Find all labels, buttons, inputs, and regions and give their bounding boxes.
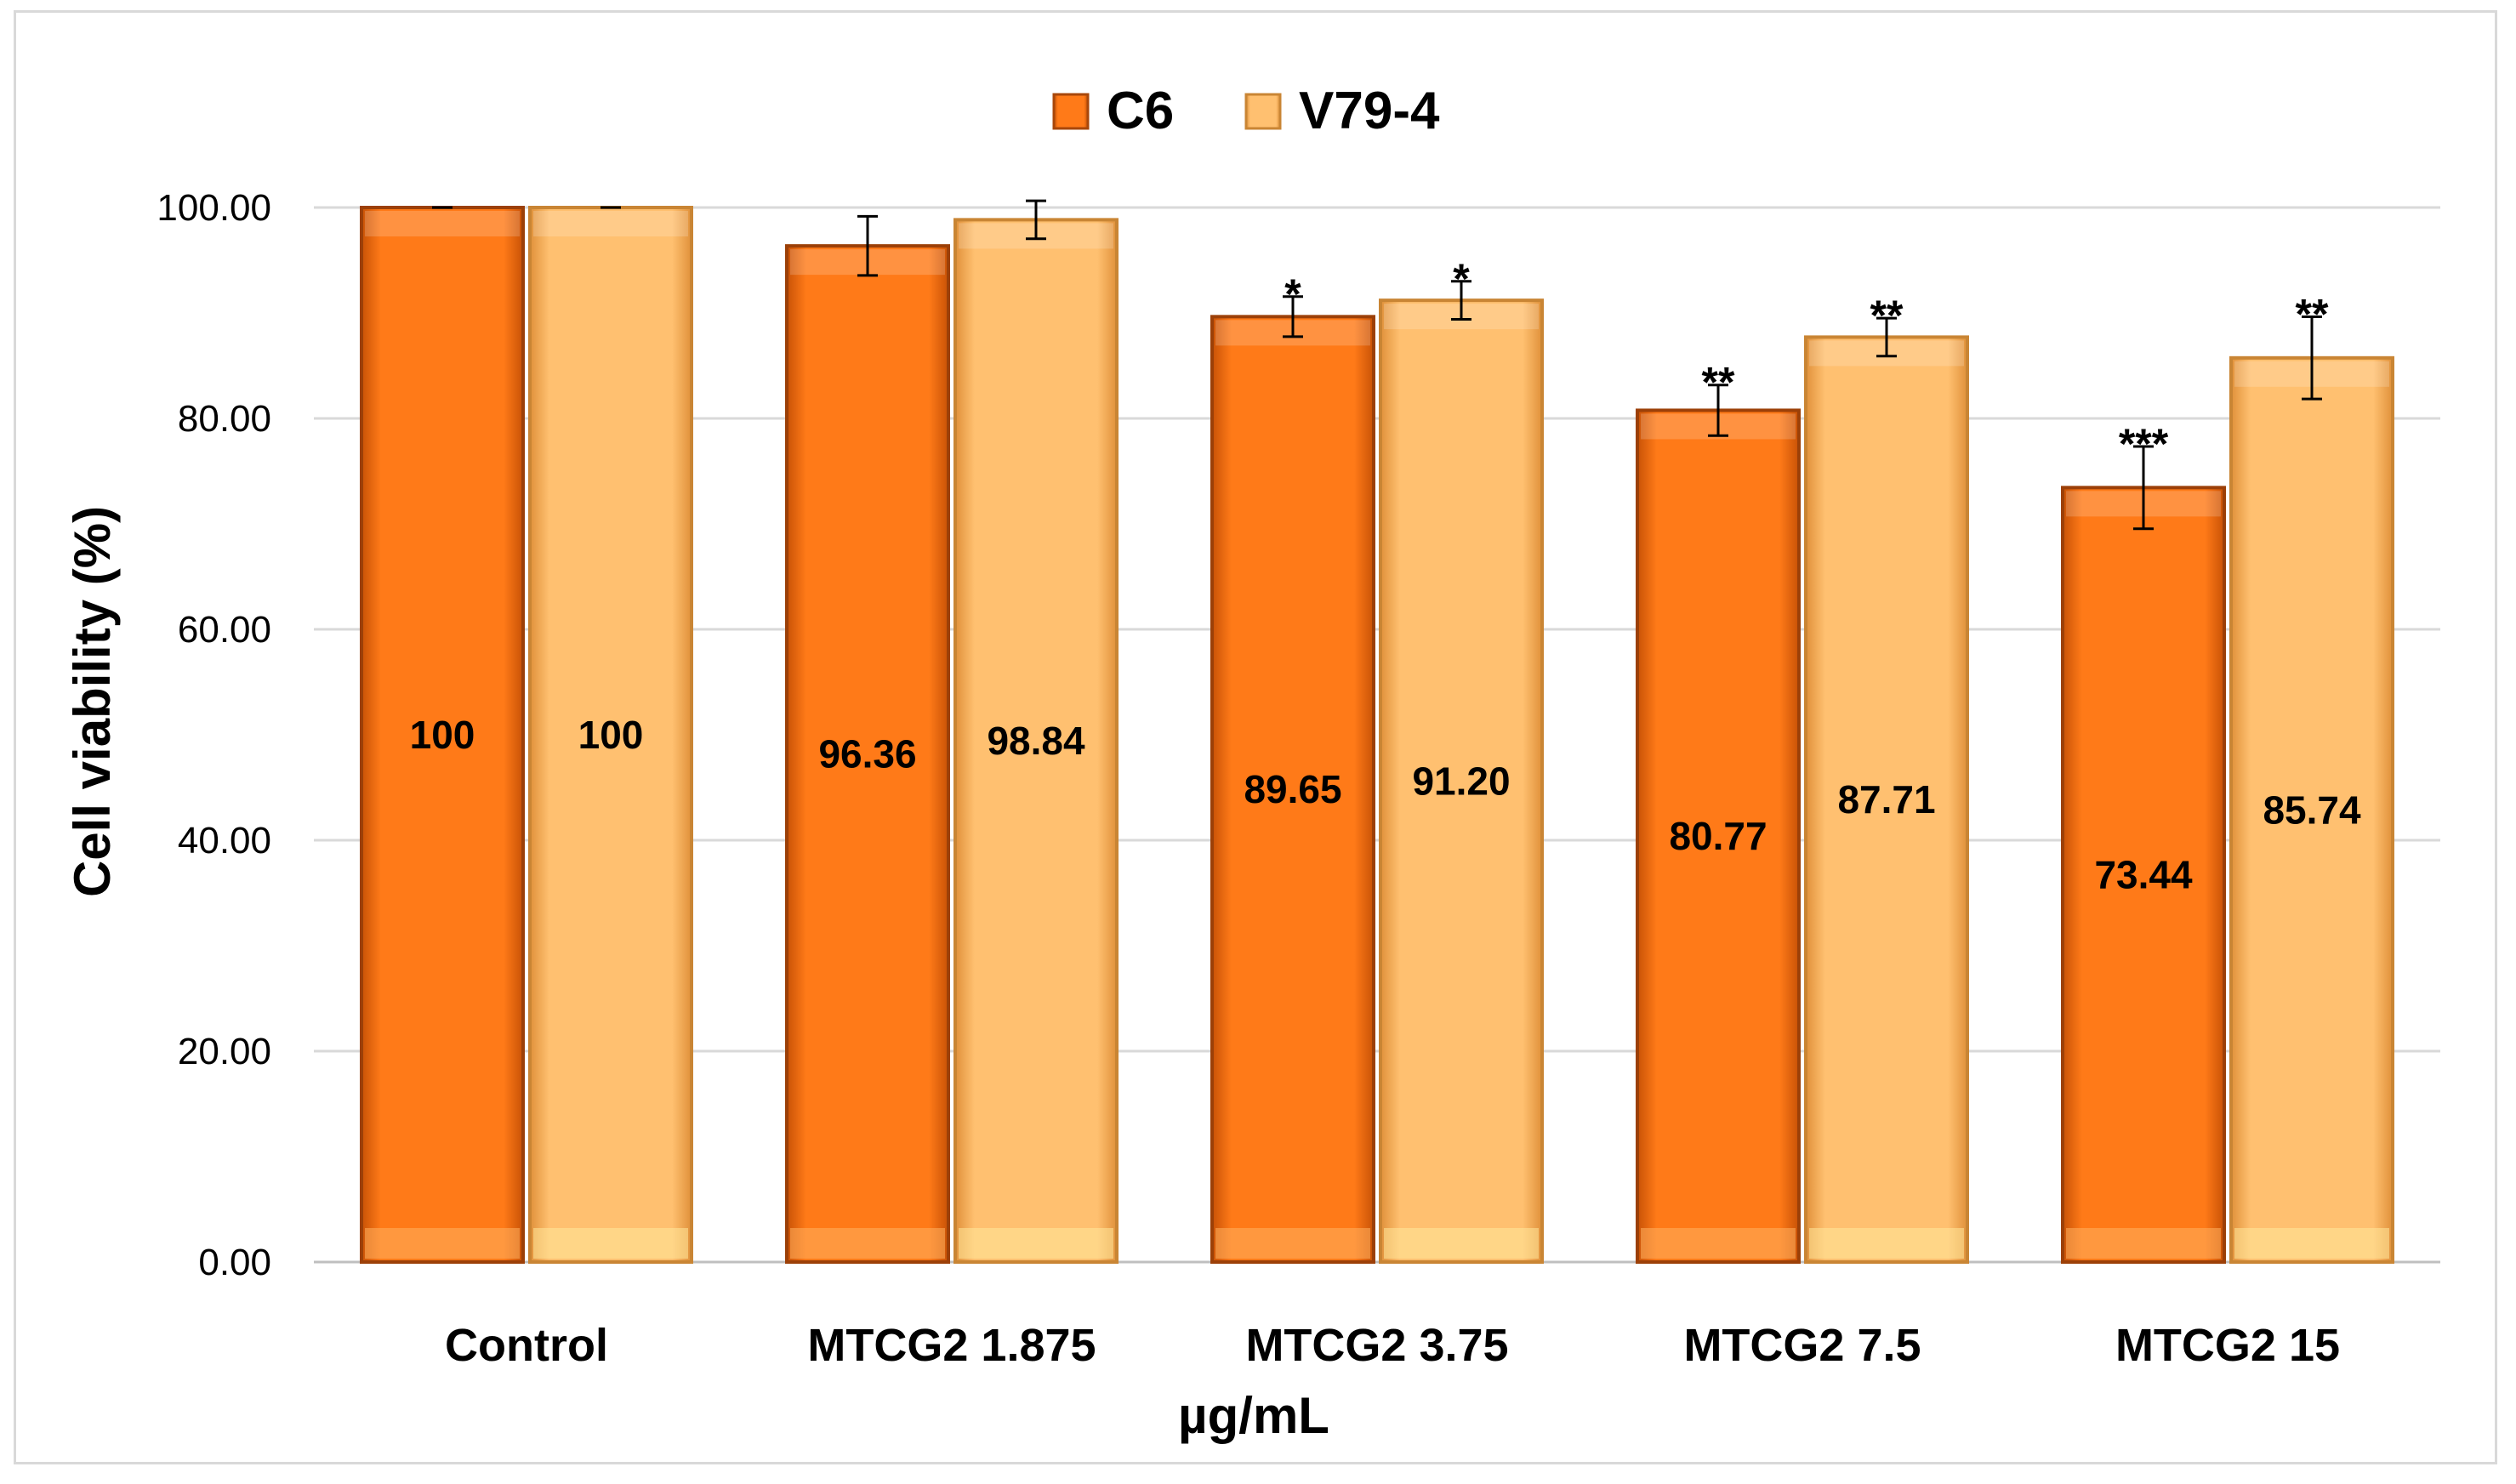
- bar-bevel-bottom: [2234, 1228, 2389, 1259]
- x-tick-label: MTCG2 1.875: [807, 1320, 1096, 1371]
- data-label-c6: 89.65: [1244, 767, 1341, 811]
- legend-swatch-v79-4: [1244, 93, 1282, 130]
- bar-bevel-bottom: [959, 1228, 1113, 1259]
- bar-v79-4: [953, 218, 1119, 1264]
- data-label-c6: 80.77: [1669, 814, 1767, 858]
- y-tick-label: 0.00: [198, 1242, 271, 1283]
- bar-bevel-bottom: [2066, 1228, 2221, 1259]
- bar-bevel-bottom: [1215, 1228, 1370, 1259]
- bar-bevel-bottom: [790, 1228, 945, 1259]
- x-tick-label: MTCG2 15: [2115, 1320, 2340, 1371]
- bar-c6: [1210, 315, 1375, 1265]
- bar-bevel-top: [365, 211, 520, 236]
- data-label-v79-4: 91.20: [1412, 759, 1510, 804]
- bar-v79-4: [2229, 355, 2394, 1265]
- data-label-v79-4: 98.84: [987, 719, 1085, 763]
- bar-chart: 0.00 20.00 40.00 60.00 80.00 100.00 Control 100…: [64, 82, 2440, 1444]
- bar-bevel-bottom: [1641, 1228, 1796, 1259]
- data-label-v79-4: 100: [578, 713, 644, 757]
- significance-marker: ***: [2119, 420, 2169, 468]
- bar-bevel-top: [533, 211, 688, 236]
- y-tick-label: 60.00: [178, 609, 271, 651]
- significance-marker: *: [1284, 270, 1301, 318]
- legend: C6 V79-4: [1052, 82, 1440, 140]
- legend-label-v79-4: V79-4: [1299, 82, 1440, 140]
- chart-frame: 0.00 20.00 40.00 60.00 80.00 100.00 Control 100…: [14, 10, 2497, 1464]
- bar-c6: [360, 206, 525, 1264]
- bar-c6: [2061, 486, 2226, 1264]
- bar-v79-4: [1379, 299, 1544, 1264]
- y-tick-label: 40.00: [178, 820, 271, 861]
- bar-bevel-bottom: [1384, 1228, 1539, 1259]
- x-tick-label: Control: [445, 1320, 608, 1371]
- data-label-v79-4: 85.74: [2263, 787, 2361, 832]
- bar-bevel-bottom: [365, 1228, 520, 1259]
- x-tick-label: MTCG2 7.5: [1683, 1320, 1921, 1371]
- bar-bevel-bottom: [533, 1228, 688, 1259]
- significance-marker: **: [1702, 359, 1735, 407]
- y-axis-title: Cell viability (%): [64, 506, 121, 897]
- significance-marker: *: [1453, 255, 1470, 303]
- significance-marker: **: [2296, 290, 2329, 338]
- data-label-c6: 73.44: [2094, 853, 2193, 897]
- significance-marker: **: [1870, 292, 1904, 339]
- bar-bevel-bottom: [1809, 1228, 1964, 1259]
- data-label-v79-4: 87.71: [1837, 777, 1935, 822]
- y-tick-label: 20.00: [178, 1031, 271, 1072]
- data-label-c6: 100: [410, 713, 475, 757]
- data-label-c6: 96.36: [818, 732, 916, 776]
- y-tick-label: 100.00: [157, 187, 271, 229]
- legend-label-c6: C6: [1107, 82, 1174, 140]
- y-tick-label: 80.00: [178, 398, 271, 440]
- bar-v79-4: [528, 206, 693, 1264]
- bar-c6: [1636, 408, 1801, 1264]
- legend-swatch-c6: [1052, 93, 1090, 130]
- x-tick-label: MTCG2 3.75: [1245, 1320, 1508, 1371]
- bar-c6: [785, 244, 950, 1264]
- x-axis-title: µg/mL: [1178, 1387, 1329, 1444]
